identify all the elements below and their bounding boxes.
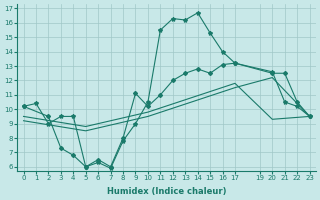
X-axis label: Humidex (Indice chaleur): Humidex (Indice chaleur) [107,187,226,196]
